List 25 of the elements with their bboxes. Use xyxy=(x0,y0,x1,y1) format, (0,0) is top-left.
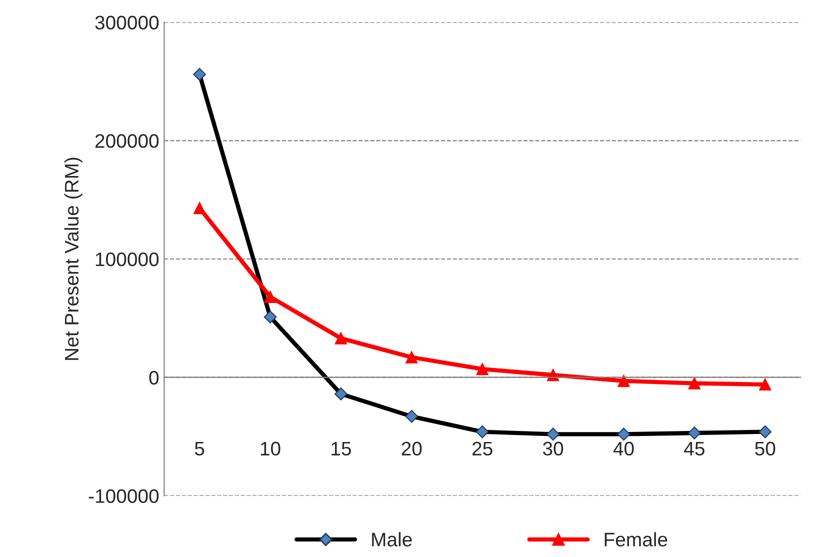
point xyxy=(406,351,418,364)
point xyxy=(334,332,348,344)
y-tick-label: 0 xyxy=(149,370,159,385)
y-tick-label: 200000 xyxy=(95,134,159,148)
legend-label: Female xyxy=(604,532,668,546)
point xyxy=(759,378,772,391)
x-tick-label: 30 xyxy=(542,442,564,456)
y-tick-label: -100000 xyxy=(88,489,159,503)
point xyxy=(618,374,630,387)
x-tick-label: 50 xyxy=(755,442,776,456)
x-tick-label: 25 xyxy=(472,442,492,456)
x-tick-label: 15 xyxy=(332,442,351,456)
y-tick-label: 300000 xyxy=(95,16,159,30)
point xyxy=(688,377,701,390)
x-tick-label: 10 xyxy=(260,442,280,456)
y-axis-title: Net Present Value (RM) xyxy=(64,158,82,360)
y-tick-label: 100000 xyxy=(96,252,159,266)
point xyxy=(193,202,206,214)
x-tick-label: 20 xyxy=(402,442,422,456)
x-tick-label: 5 xyxy=(194,442,204,456)
x-tick-label: 40 xyxy=(613,442,634,456)
legend-label: Male xyxy=(372,532,412,546)
point xyxy=(476,363,488,376)
point xyxy=(264,290,276,303)
x-tick-label: 45 xyxy=(684,442,704,456)
